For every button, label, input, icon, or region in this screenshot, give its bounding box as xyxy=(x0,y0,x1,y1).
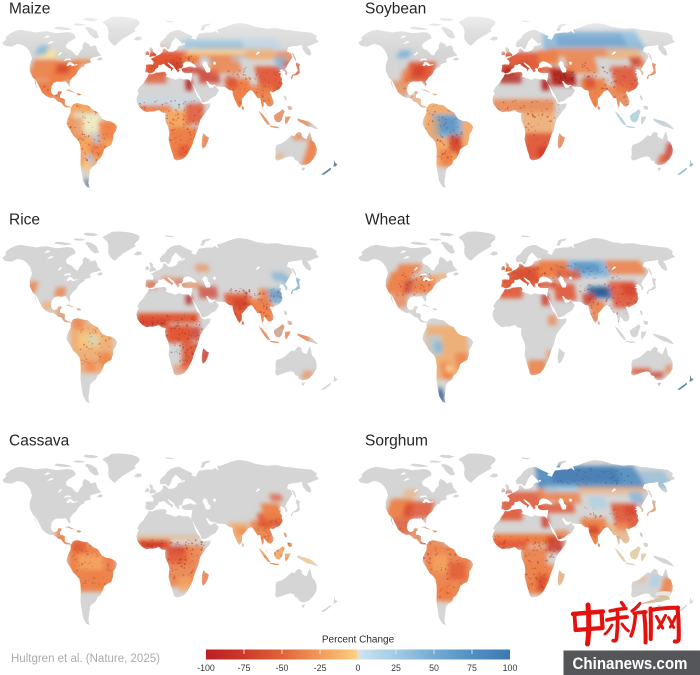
svg-text:75: 75 xyxy=(467,663,477,673)
svg-text:50: 50 xyxy=(429,663,439,673)
svg-text:Chinanews.com: Chinanews.com xyxy=(573,655,688,673)
svg-text:Soybean: Soybean xyxy=(365,1,426,18)
svg-text:0: 0 xyxy=(356,663,361,673)
svg-text:Sorghum: Sorghum xyxy=(365,433,428,450)
svg-text:25: 25 xyxy=(391,663,401,673)
svg-text:100: 100 xyxy=(503,663,518,673)
svg-text:-25: -25 xyxy=(314,663,327,673)
svg-text:-50: -50 xyxy=(276,663,289,673)
svg-text:-100: -100 xyxy=(197,663,215,673)
svg-text:Cassava: Cassava xyxy=(9,433,70,450)
svg-text:-75: -75 xyxy=(238,663,251,673)
svg-text:Hultgren et al. (Nature, 2025): Hultgren et al. (Nature, 2025) xyxy=(11,653,160,665)
svg-text:Maize: Maize xyxy=(9,1,50,18)
svg-text:Percent Change: Percent Change xyxy=(322,635,395,646)
svg-text:Wheat: Wheat xyxy=(365,212,410,229)
svg-text:Rice: Rice xyxy=(9,212,40,229)
